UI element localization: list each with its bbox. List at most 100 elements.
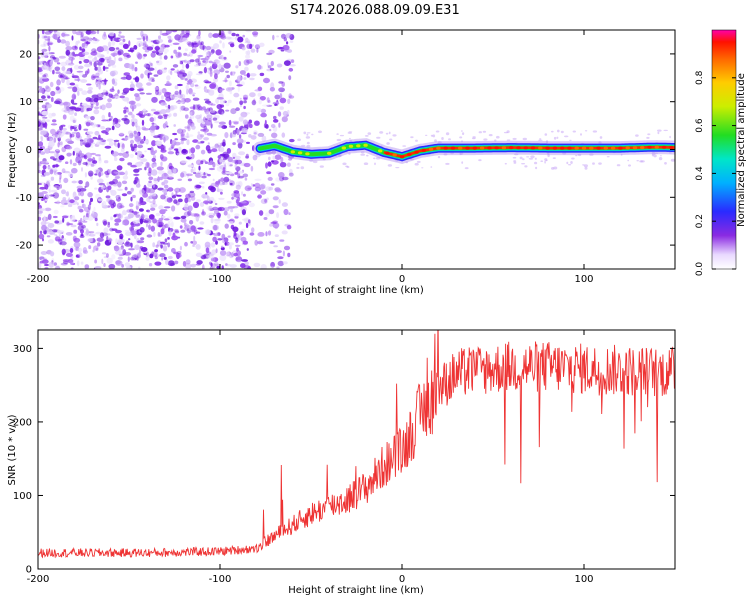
noise-speck [216,104,223,110]
noise-speck [82,247,87,254]
noise-speck [49,81,54,88]
noise-speck [109,70,116,77]
ridge-bead [261,146,266,150]
noise-speck [142,128,150,131]
noise-speck [52,119,57,123]
noise-speck [459,152,464,155]
noise-speck [237,142,243,149]
noise-speck [288,93,292,99]
noise-speck [156,60,163,66]
noise-speck [246,50,251,56]
noise-speck [130,256,135,261]
noise-speck [104,160,109,164]
noise-speck [195,172,202,178]
noise-speck [80,79,88,83]
noise-speck [195,114,202,120]
noise-speck [55,71,61,74]
noise-speck [115,238,118,245]
noise-speck [153,86,159,91]
noise-speck [266,97,270,103]
noise-speck [136,150,143,157]
noise-speck [482,130,487,133]
noise-speck [115,119,121,123]
noise-speck [267,62,270,68]
noise-speck [183,33,190,38]
noise-speck [163,136,166,143]
noise-speck [183,263,187,267]
noise-speck [265,186,272,192]
noise-speck [277,256,284,260]
noise-speck [512,137,517,140]
noise-speck [203,66,207,74]
noise-speck [282,250,285,257]
noise-speck [122,175,129,180]
noise-speck [556,136,559,139]
noise-speck [158,217,163,222]
noise-speck [94,217,98,222]
noise-speck [242,240,248,245]
noise-speck [241,259,249,262]
noise-speck [243,77,247,80]
ridge-bead [312,152,317,156]
noise-speck [182,228,187,233]
noise-speck [215,180,221,185]
noise-speck [84,70,89,76]
noise-speck [87,89,93,94]
noise-speck [281,230,288,235]
noise-speck [101,114,106,120]
noise-speck [96,52,102,58]
noise-speck [386,142,390,145]
noise-speck [44,38,51,41]
noise-speck [229,50,232,53]
noise-speck [69,82,76,86]
noise-speck [148,113,154,117]
ridge-bead [385,151,390,155]
noise-speck [148,188,156,194]
noise-speck [230,43,235,48]
noise-speck [229,182,233,186]
noise-speck [90,176,93,180]
noise-speck [113,245,120,252]
noise-speck [185,63,190,69]
noise-speck [143,135,146,142]
noise-speck [152,218,157,224]
noise-speck [106,127,110,133]
noise-speck [91,48,97,53]
noise-speck [48,184,51,187]
noise-speck [39,186,46,190]
noise-speck [77,188,82,193]
noise-speck [198,30,201,37]
noise-speck [265,212,270,217]
noise-speck [207,142,210,145]
noise-speck [274,103,277,106]
noise-speck [109,227,114,232]
noise-speck [163,206,171,209]
noise-speck [87,55,93,59]
noise-speck [95,247,99,252]
noise-speck [635,134,639,137]
noise-speck [194,85,201,90]
noise-speck [89,201,92,206]
noise-speck [592,162,595,165]
noise-speck [83,59,90,64]
noise-speck [363,162,369,165]
noise-speck [234,164,237,168]
noise-speck [60,262,68,266]
noise-speck [272,196,279,201]
noise-speck [178,46,182,50]
noise-speck [54,66,61,72]
noise-speck [184,262,192,269]
noise-speck [135,215,140,218]
noise-speck [99,232,105,239]
noise-speck [156,38,164,43]
noise-speck [570,161,573,164]
noise-speck [140,158,148,163]
noise-speck [270,82,275,89]
noise-speck [657,131,660,135]
noise-speck [154,66,157,73]
noise-speck [165,92,172,95]
noise-speck [147,209,151,213]
noise-speck [152,199,156,205]
noise-speck [163,115,168,120]
noise-speck [85,152,92,159]
